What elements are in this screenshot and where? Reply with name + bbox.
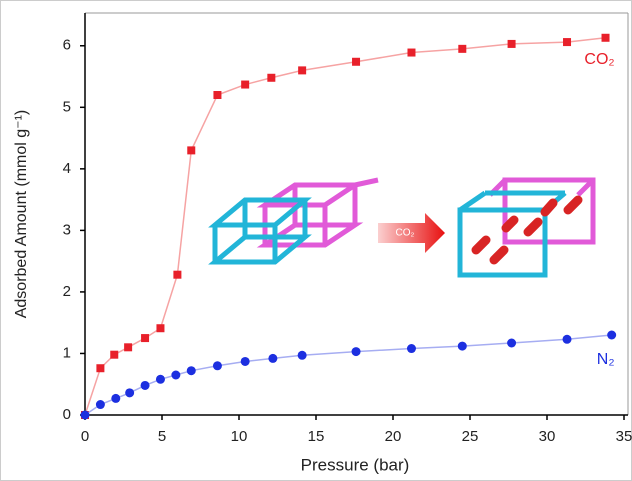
- y-tick-label: 5: [63, 98, 71, 115]
- data-point: [352, 57, 361, 66]
- data-point: [406, 344, 416, 354]
- y-tick-label: 3: [63, 221, 71, 238]
- x-tick-label: 10: [231, 428, 248, 445]
- data-point: [268, 353, 278, 363]
- x-tick-label: 25: [462, 428, 479, 445]
- data-point: [562, 334, 572, 344]
- data-point: [507, 338, 517, 348]
- x-tick-label: 15: [308, 428, 325, 445]
- data-point: [351, 347, 361, 357]
- y-axis-title: Adsorbed Amount (mmol g⁻¹): [13, 110, 30, 319]
- data-point: [96, 364, 105, 373]
- data-point: [110, 350, 119, 359]
- arrow-label: CO₂: [396, 228, 415, 239]
- data-point: [125, 388, 135, 398]
- inset-framework-before: [208, 177, 379, 265]
- data-point: [458, 44, 467, 53]
- data-point: [241, 80, 250, 89]
- series-label: N₂: [597, 351, 615, 368]
- x-tick-label: 30: [539, 428, 556, 445]
- data-point: [124, 343, 133, 352]
- data-point: [95, 400, 105, 410]
- data-point: [457, 341, 467, 351]
- y-tick-label: 2: [63, 283, 71, 300]
- data-point: [407, 48, 416, 57]
- y-tick-label: 0: [63, 406, 71, 423]
- data-point: [507, 39, 516, 48]
- data-point: [240, 356, 250, 366]
- data-point: [171, 370, 181, 380]
- x-tick-label: 35: [616, 428, 632, 445]
- data-point: [213, 91, 222, 99]
- data-point: [267, 73, 276, 82]
- x-tick-label: 5: [158, 428, 166, 445]
- x-tick-label: 0: [81, 428, 89, 445]
- inset-arrow: [378, 213, 445, 253]
- data-point: [140, 380, 150, 390]
- data-point: [607, 330, 617, 340]
- y-tick-label: 6: [63, 37, 71, 54]
- x-tick-label: 20: [385, 428, 402, 445]
- data-point: [155, 374, 165, 384]
- data-point: [186, 366, 196, 376]
- data-point: [156, 324, 165, 333]
- x-axis-title: Pressure (bar): [301, 455, 410, 474]
- series-label: CO₂: [584, 51, 614, 68]
- data-point: [141, 334, 150, 343]
- data-point: [80, 410, 90, 420]
- data-point: [297, 350, 307, 360]
- data-point: [298, 66, 307, 75]
- data-point: [563, 38, 572, 47]
- inset-framework-after: [457, 177, 596, 278]
- y-tick-label: 1: [63, 344, 71, 361]
- data-point: [173, 270, 182, 279]
- data-point: [111, 393, 121, 403]
- data-point: [212, 361, 222, 371]
- y-tick-label: 4: [63, 160, 71, 177]
- data-point: [187, 146, 196, 155]
- data-point: [601, 33, 610, 42]
